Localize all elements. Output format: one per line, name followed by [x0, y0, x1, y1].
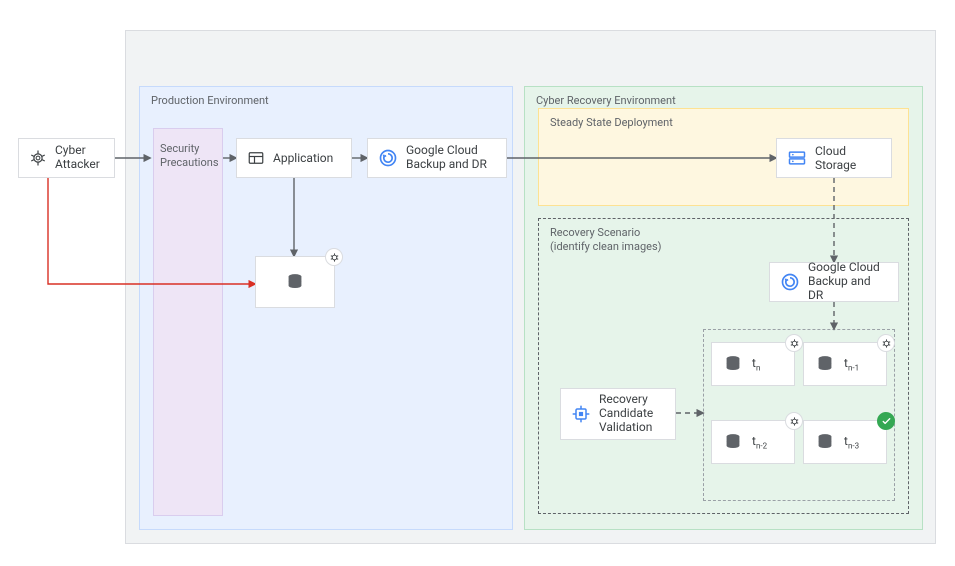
database-icon [722, 431, 744, 453]
database-icon [814, 431, 836, 453]
candidate-tn-label: tn [752, 356, 760, 372]
recovery-scenario-title: Recovery Scenario (identify clean images… [550, 226, 661, 255]
bug-badge-icon [785, 412, 803, 430]
candidate-tn2-node: tn-2 [711, 420, 795, 464]
bug-badge-icon [785, 334, 803, 352]
recovery-candidate-validation-node: Recovery Candidate Validation [560, 388, 676, 440]
candidate-tn2-label: tn-2 [752, 434, 767, 450]
candidate-tn3-label: tn-3 [844, 434, 859, 450]
database-prod-node [255, 256, 335, 308]
database-icon [284, 271, 306, 293]
backup-icon [780, 272, 800, 292]
steady-state-title: Steady State Deployment [550, 116, 673, 129]
application-label: Application [273, 151, 333, 165]
cyber-env-title: Cyber Recovery Environment [536, 94, 676, 107]
cloud-storage-label: Cloud Storage [815, 144, 881, 172]
bug-badge-icon [325, 248, 343, 266]
security-precautions-title: Security Precautions [160, 142, 219, 171]
database-icon [814, 353, 836, 375]
cyber-attacker-label: Cyber Attacker [55, 144, 100, 172]
backup-dr-recovery-label: Google Cloud Backup and DR [808, 261, 888, 302]
backup-dr-prod-node: Google Cloud Backup and DR [367, 138, 507, 178]
chip-icon [571, 404, 591, 424]
backup-dr-prod-label: Google Cloud Backup and DR [406, 144, 487, 172]
application-icon [247, 149, 265, 167]
candidate-tn-node: tn [711, 342, 795, 386]
database-icon [722, 353, 744, 375]
check-badge-icon [877, 412, 895, 430]
bug-icon [29, 149, 47, 167]
cloud-storage-node: Cloud Storage [776, 138, 892, 178]
application-node: Application [236, 138, 352, 178]
production-env-title: Production Environment [151, 94, 269, 107]
backup-dr-recovery-node: Google Cloud Backup and DR [769, 262, 899, 302]
storage-icon [787, 148, 807, 168]
candidate-tn1-label: tn-1 [844, 356, 859, 372]
backup-icon [378, 148, 398, 168]
candidate-tn3-node: tn-3 [803, 420, 887, 464]
recovery-candidate-validation-label: Recovery Candidate Validation [599, 393, 653, 434]
cyber-attacker-node: Cyber Attacker [18, 138, 115, 178]
candidate-tn1-node: tn-1 [803, 342, 887, 386]
security-precautions-box [153, 128, 223, 516]
bug-badge-icon [877, 334, 895, 352]
